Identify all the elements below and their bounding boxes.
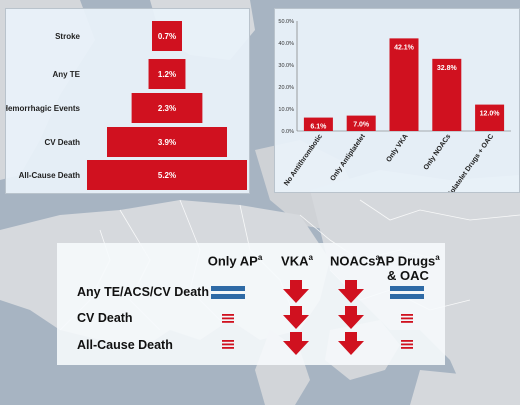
equal-thin-icon <box>222 314 234 323</box>
category-label-only-vka: Only VKA <box>385 133 409 163</box>
bar-no-antithrombotic <box>303 117 333 131</box>
equal-thin-icon <box>401 314 413 323</box>
data-label-only-vka: 42.1% <box>394 44 415 51</box>
category-label-cv-death: CV Death <box>44 138 80 147</box>
y-tick-label: 0.0% <box>281 129 294 135</box>
row-label-cv-death: CV Death <box>77 311 133 325</box>
category-label-all-cause-death: All-Cause Death <box>19 171 80 180</box>
data-label-only-antiplatelet: 7.0% <box>353 122 370 129</box>
data-label-no-antithrombotic: 6.1% <box>310 124 327 131</box>
data-label-all-cause-death: 5.2% <box>158 171 176 180</box>
pyramid-chart-panel: 0.7% Stroke 1.2% Any TE 2.3% Hemorrhagic Even… <box>2 8 250 194</box>
down-arrow-icon <box>283 306 309 329</box>
category-label-antiplatelet-drugs-oac: Antiplatelet Drugs + OAC <box>441 133 495 192</box>
bar-chart-panel: 0.0% 10.0% 20.0% 30.0% 40.0% 50.0% 6.1% No Anti… <box>274 8 520 206</box>
bar-all-cause-death <box>87 160 247 190</box>
down-arrow-icon <box>283 280 309 303</box>
y-tick-label: 40.0% <box>278 41 294 47</box>
bar-only-vka <box>389 38 419 131</box>
bar-cv-death <box>107 127 227 157</box>
category-label-stroke: Stroke <box>55 32 80 41</box>
pyramid-chart: 0.7% Stroke 1.2% Any TE 2.3% Hemorrhagic Even… <box>2 21 247 190</box>
category-label-any-te: Any TE <box>52 70 80 79</box>
col-header-noacs: NOACsa <box>330 253 380 269</box>
col-header-only-ap: Only APa <box>207 253 263 269</box>
data-label-stroke: 0.7% <box>158 32 176 41</box>
down-arrow-icon <box>283 332 309 355</box>
symbol-grid <box>211 280 424 355</box>
data-label-any-te: 1.2% <box>158 70 176 79</box>
down-arrow-icon <box>338 332 364 355</box>
bar-chart: 0.0% 10.0% 20.0% 30.0% 40.0% 50.0% 6.1% No Anti… <box>278 19 511 206</box>
category-label-only-noacs: Only NOACs <box>423 133 453 172</box>
y-tick-label: 50.0% <box>278 19 294 25</box>
equal-thin-icon <box>401 340 413 349</box>
row-label-any-te-acs-cv-death: Any TE/ACS/CV Death <box>77 285 209 299</box>
down-arrow-icon <box>338 280 364 303</box>
data-label-hemorrhagic-events: 2.3% <box>158 104 176 113</box>
row-label-all-cause-death: All-Cause Death <box>77 338 173 352</box>
y-tick-label: 20.0% <box>278 85 294 91</box>
equal-thick-icon <box>390 286 424 299</box>
col-header-ap-drugs-oac: AP Drugsa & OAC <box>376 253 440 284</box>
bar-only-antiplatelet <box>346 115 376 131</box>
category-label-no-antithrombotic: No Antithrombotic <box>283 133 324 187</box>
bar-hemorrhagic-events <box>131 93 203 123</box>
outcome-table: Only APa VKAa NOACsa AP Drugsa & OAC Any… <box>57 243 445 365</box>
bar-stroke <box>152 21 182 51</box>
data-label-antiplatelet-drugs-oac: 12.0% <box>480 111 501 118</box>
y-tick-label: 10.0% <box>278 107 294 113</box>
bar-any-te <box>148 59 186 89</box>
equal-thin-icon <box>222 340 234 349</box>
equal-thick-icon <box>211 286 245 299</box>
data-label-cv-death: 3.9% <box>158 138 176 147</box>
category-label-only-antiplatelet: Only Antiplatelet <box>329 133 367 183</box>
bar-only-noacs <box>432 58 462 132</box>
bar-antiplatelet-drugs-oac <box>475 104 505 131</box>
y-tick-label: 30.0% <box>278 63 294 69</box>
col-header-vka: VKAa <box>281 253 313 269</box>
data-label-only-noacs: 32.8% <box>437 65 458 72</box>
category-label-hemorrhagic-events: Hemorrhagic Events <box>6 104 81 113</box>
down-arrow-icon <box>338 306 364 329</box>
